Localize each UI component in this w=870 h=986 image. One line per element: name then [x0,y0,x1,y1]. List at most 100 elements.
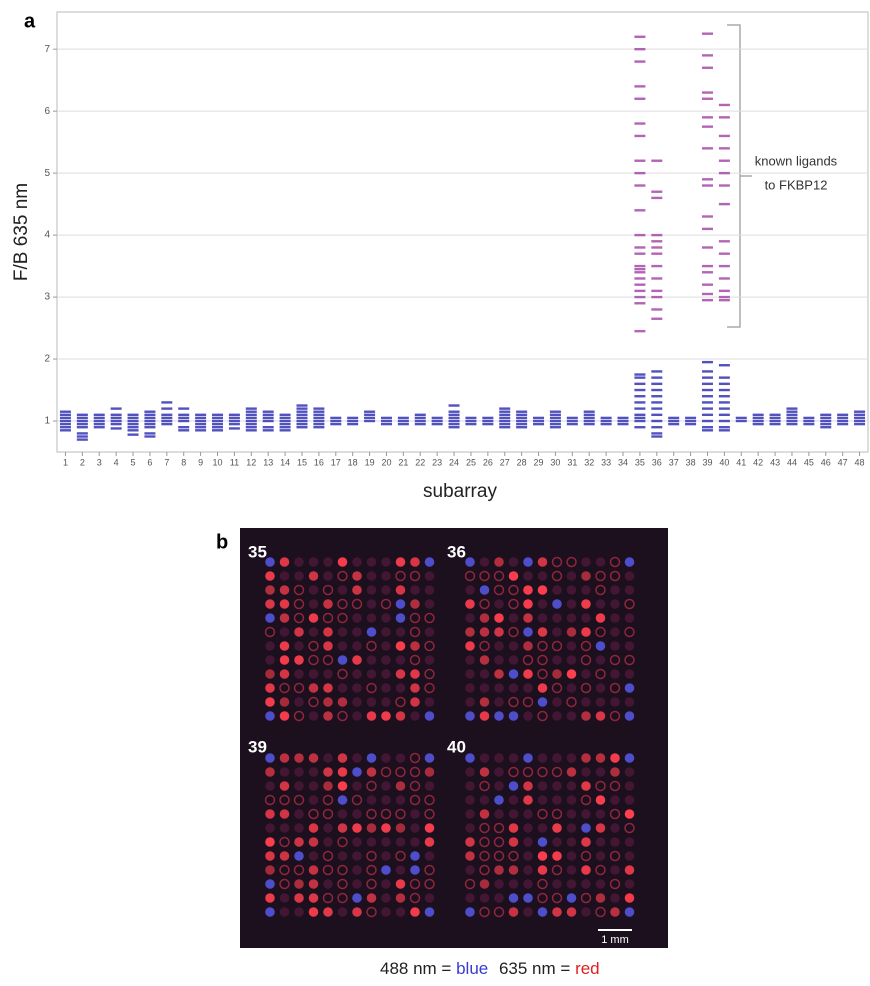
spot [381,795,391,805]
spot [279,585,290,595]
spot [265,641,275,651]
spot [537,851,548,861]
spot [352,851,362,861]
dash [634,388,646,392]
spot [566,879,577,889]
x-tick-label: 30 [550,457,560,467]
spot [279,599,290,609]
spot [366,571,377,581]
spot [595,668,606,680]
dash [701,215,713,218]
spot [264,626,276,638]
spot [523,683,533,693]
spot [479,850,490,862]
spot [551,864,563,876]
spot [479,669,490,679]
dash [634,85,646,88]
spot [581,837,591,847]
quadrant-label: 36 [447,542,466,561]
dash [313,410,325,413]
spot [523,893,533,903]
spot [624,809,635,819]
spot [279,851,290,861]
spot [395,683,406,693]
dash [364,416,376,420]
spot [366,627,377,637]
spot [552,585,562,595]
spot [308,640,319,652]
spot [595,851,606,861]
spot [465,781,475,791]
spot [410,851,420,861]
dash [651,407,663,410]
spot [424,627,435,637]
spot [537,781,548,791]
dash [465,419,477,423]
spot [595,753,606,763]
spot [508,683,519,693]
x-tick-label: 2 [80,457,85,467]
dash [583,422,595,426]
dash [161,416,173,420]
x-tick-label: 18 [348,457,358,467]
spot [380,808,392,820]
dash [718,426,730,429]
dash [701,407,713,410]
dash [93,416,105,420]
spot [352,809,362,819]
x-tick-label: 43 [770,457,780,467]
spot [566,613,577,623]
x-axis-label: subarray [423,481,497,502]
spot [465,907,475,917]
spot [395,865,406,875]
spot [624,893,635,903]
dash [161,422,173,426]
dash [330,419,342,423]
x-tick-label: 46 [821,457,831,467]
spot [523,627,533,637]
spot [552,613,562,623]
spot [581,613,591,623]
spot [352,865,362,875]
spot [537,683,548,693]
spot [279,781,290,791]
spot [566,865,577,875]
spot [323,753,333,763]
spot [566,753,577,763]
spot [337,781,348,791]
spot [465,627,475,637]
spot [493,850,505,862]
spot [581,781,591,791]
spot [323,627,333,637]
dash [516,422,528,426]
spot [352,557,362,567]
dash [718,289,730,293]
dash [701,147,713,150]
spot [523,571,533,581]
spot [265,711,275,721]
spot [279,641,290,651]
x-tick-label: 1 [63,457,68,467]
dash [651,277,663,280]
spot [494,683,504,693]
dash [634,267,646,271]
spot [352,753,362,763]
x-tick-label: 22 [415,457,425,467]
spot [366,669,377,679]
spot [595,837,606,847]
spot [551,570,563,582]
spot [337,836,348,848]
spot [580,794,592,806]
spot [479,906,490,918]
spot [381,585,391,595]
dash [651,395,663,398]
dash [127,433,139,436]
spot [566,907,577,917]
spot [352,585,362,595]
spot [523,711,533,721]
spot [294,823,304,833]
dash [617,422,629,426]
dash [651,264,663,268]
spot [294,837,304,847]
dash [634,47,646,51]
